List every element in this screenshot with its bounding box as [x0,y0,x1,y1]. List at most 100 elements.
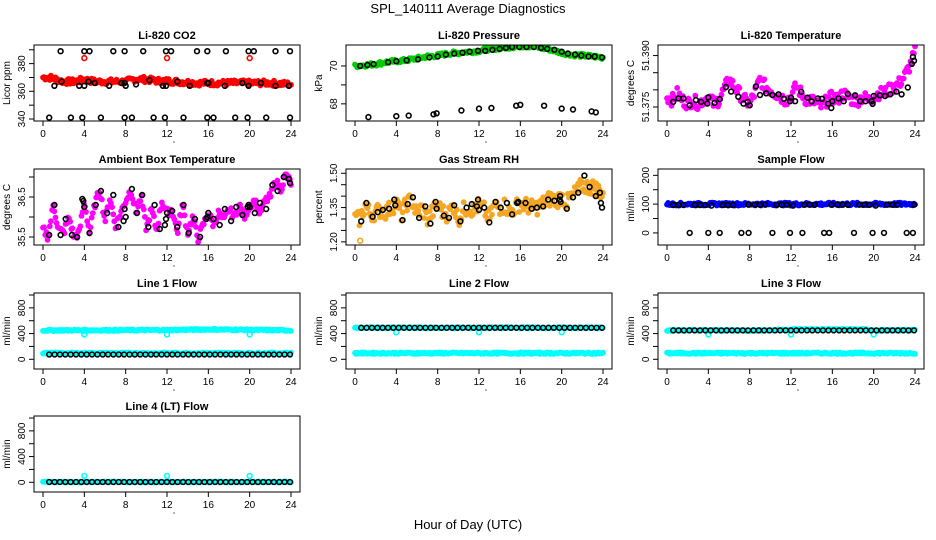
data-point [246,54,253,62]
x-tick-label: 4 [82,500,88,511]
data-point [404,200,411,208]
x-tick-label: 20 [244,500,256,511]
data-point [73,233,81,241]
data-point [115,223,122,231]
plot-area [40,325,294,358]
data-point [62,215,69,223]
y-tick-label: 100 [641,195,652,212]
x-tick-label: 24 [909,129,921,140]
data-point [286,179,294,187]
data-point [137,198,144,205]
y-tick-label: 0 [17,356,28,362]
data-point [811,201,818,208]
data-point [133,209,141,217]
data-point [440,212,448,219]
data-point [129,195,136,202]
panel-title: Ambient Box Temperature [99,154,236,166]
y-tick-label: 0 [17,479,28,485]
data-point [539,203,547,210]
data-point [489,46,496,53]
data-point [829,97,836,105]
x-tick-label: 24 [285,253,297,264]
data-point [686,229,693,237]
data-point [598,204,606,211]
data-point [729,201,737,209]
data-point [818,104,824,111]
y-tick-label: 36.5 [17,187,28,207]
data-point [375,203,382,209]
panel-title: Li-820 Pressure [438,30,520,42]
panel-line2: Line 2 Flow 0 4 8 12 16 20 24 0 400 800 ml/min [314,278,613,391]
data-point [87,224,94,231]
data-point [146,217,153,224]
data-point [515,198,522,206]
data-point [221,82,229,90]
data-point [192,223,199,230]
x-tick-label: 4 [82,377,88,388]
data-point [482,47,489,54]
data-point [551,46,558,53]
data-point [263,205,270,213]
x-tick-label: 16 [203,129,215,140]
data-point [146,76,153,84]
x-tick-label: 12 [473,377,485,388]
data-point [57,47,64,55]
data-point [358,218,365,225]
data-point [393,57,400,65]
data-point [97,114,105,121]
data-point [162,47,170,55]
data-point [145,223,152,231]
series-zero-low [686,229,917,237]
x-tick-label: 0 [352,129,358,140]
data-point [574,189,582,196]
data-point [850,229,858,237]
data-point [492,198,499,206]
data-point [98,196,105,203]
data-point [735,93,742,100]
data-point [86,47,93,55]
data-point [475,206,483,214]
data-point [704,100,711,107]
y-tick-label: 51.390 [641,40,652,71]
data-point [508,45,516,51]
series-zero-low [365,101,599,121]
data-point [686,102,693,109]
data-point [488,104,495,112]
panel-title: Line 2 Flow [449,278,509,290]
data-point [697,98,705,106]
data-point [761,201,769,208]
data-point [789,202,797,209]
x-tick-label: 0 [664,377,670,388]
data-point [516,45,523,51]
y-tick-label: 70 [329,60,340,72]
data-point [140,206,147,213]
data-point [269,181,276,189]
data-point [286,478,294,486]
x-tick-label: 20 [868,253,880,264]
axis-dot [485,389,487,391]
data-point [530,45,537,51]
data-point [910,201,918,208]
data-point [140,47,147,55]
y-tick-label: 400 [17,448,28,465]
data-point [430,111,437,118]
data-point [674,84,681,91]
plot-area [664,325,918,357]
data-point [799,229,806,237]
plot-area [664,45,918,113]
series-average [669,53,918,112]
x-tick-label: 4 [82,129,88,140]
panel-pressure: Li-820 Pressure 0 4 8 12 16 20 24 68 70 kPa [314,30,613,143]
y-axis-label: kPa [314,74,325,92]
y-tick-label: 1.35 [329,197,340,217]
data-point [421,215,428,222]
axis-dot [797,389,799,391]
data-point [357,62,364,70]
data-point [92,201,99,209]
series-average [46,351,294,358]
data-point [216,221,223,229]
data-point [181,212,188,219]
data-point [600,349,606,356]
data-point [569,194,577,201]
data-point [162,82,170,90]
